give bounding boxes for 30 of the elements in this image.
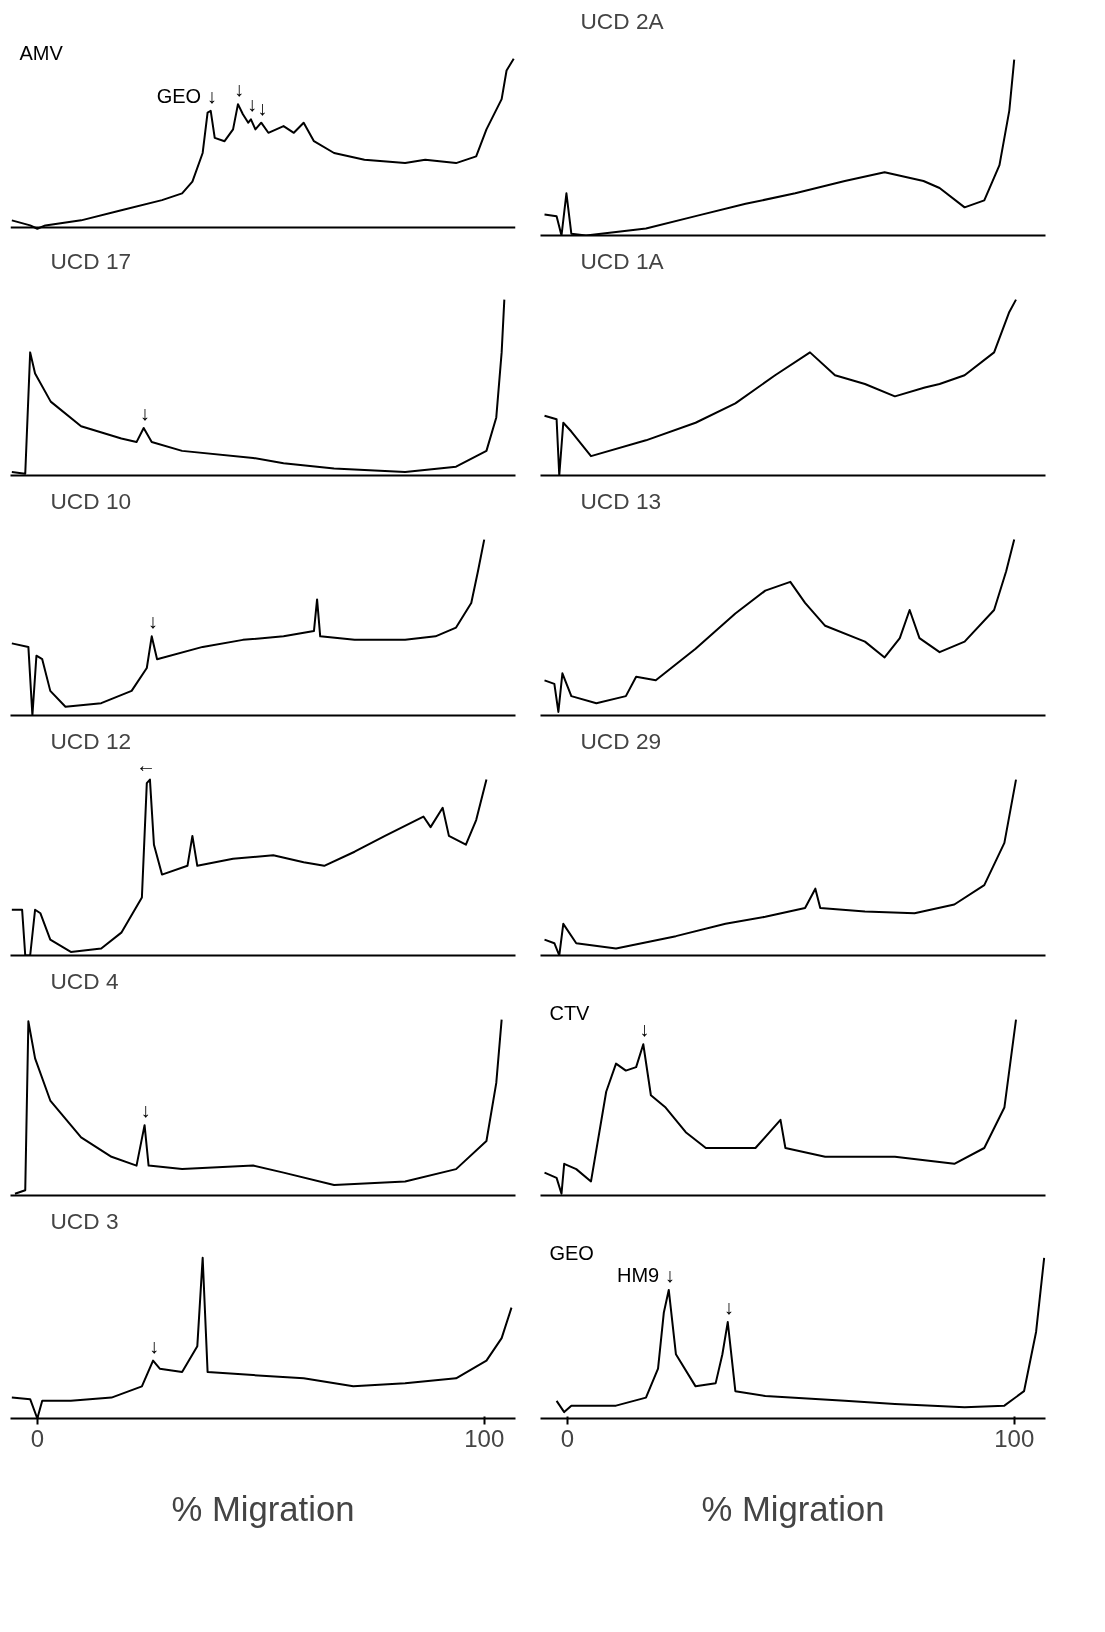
annotation: ↓ — [639, 1018, 650, 1041]
annotation: AMV — [19, 41, 64, 64]
annotation: GEO — [549, 1241, 594, 1264]
chart-title: UCD 1A — [580, 247, 665, 274]
chart-title: UCD 12 — [50, 727, 132, 754]
x-tick-label: 100 — [464, 1424, 505, 1452]
x-tick-label: 100 — [994, 1424, 1035, 1452]
chart-title: UCD 10 — [50, 487, 132, 514]
annotation: CTV — [549, 1002, 591, 1025]
annotation: ↓ — [139, 402, 150, 425]
x-axis-title: % Migration — [701, 1489, 885, 1528]
chart-title: UCD 17 — [50, 247, 132, 274]
chart-title: UCD 3 — [50, 1207, 119, 1234]
annotation: ↓ — [140, 1099, 151, 1122]
x-axis-title: % Migration — [171, 1489, 355, 1528]
annotation: ↓ — [723, 1296, 734, 1319]
chart-title: UCD 13 — [580, 487, 662, 514]
annotation: ↓ — [147, 610, 158, 633]
annotation: ↓ — [149, 1334, 160, 1357]
chart-title: UCD 29 — [580, 727, 662, 754]
annotation: GEO ↓ — [156, 84, 217, 107]
x-tick-label: 0 — [30, 1424, 44, 1452]
annotation: ↓ — [257, 96, 268, 119]
annotation: ← — [135, 753, 156, 776]
annotation: ↓ — [233, 78, 244, 101]
chart-title: UCD 2A — [580, 7, 665, 34]
chart-title: UCD 4 — [50, 967, 119, 994]
annotation: HM9 ↓ — [616, 1263, 675, 1286]
annotation: ↓ — [246, 93, 257, 116]
x-tick-label: 0 — [560, 1424, 574, 1452]
